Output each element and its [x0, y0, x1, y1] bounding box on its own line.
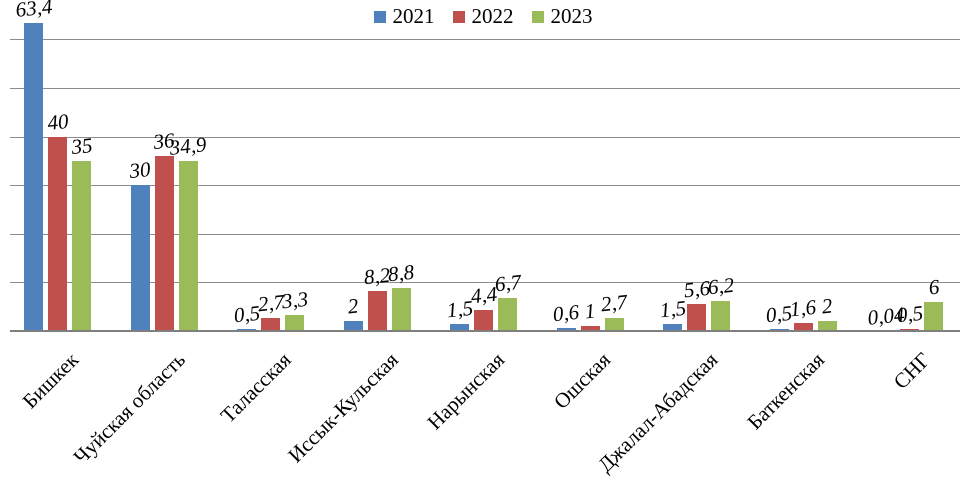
- value-label-2021-Нарынская: 1,5: [445, 295, 474, 323]
- category-label-Нарынская: Нарынская: [422, 347, 510, 435]
- legend-swatch-2021: [373, 10, 386, 23]
- x-axis-line: [10, 330, 960, 332]
- bar-2021-Таласская: [237, 328, 256, 331]
- bar-2023-Бишкек: [72, 160, 91, 331]
- bar-2023-Ошская: [604, 317, 624, 331]
- bar-2021-Иссык-Кульская: [343, 321, 363, 331]
- value-label-2022-Ошская: 1: [583, 298, 597, 324]
- value-label-2023-Джалал-Абадская: 6,2: [706, 272, 735, 300]
- bar-2023-Иссык-Кульская: [391, 288, 411, 331]
- gridline-50: [10, 88, 960, 89]
- value-label-2023-Чуйская область: 34,9: [168, 132, 208, 161]
- bar-2022-Таласская: [261, 317, 280, 331]
- category-label-Бишкек: Бишкек: [17, 347, 84, 414]
- bar-2022-Бишкек: [48, 136, 67, 331]
- value-label-2023-Бишкек: 35: [69, 132, 94, 159]
- chart-legend: 2021 2022 2023: [0, 6, 966, 27]
- bar-2021-Баткенская: [769, 328, 789, 331]
- category-label-Баткенская: Баткенская: [741, 347, 829, 435]
- legend-item-2022: 2022: [452, 4, 514, 28]
- bar-2022-Чуйская область: [154, 156, 174, 331]
- value-label-2022-Баткенская: 1,6: [788, 294, 818, 322]
- bar-2023-Баткенская: [817, 321, 837, 331]
- category-label-Таласская: Таласская: [216, 347, 297, 428]
- category-label-Джалал-Абадская: Джалал-Абадская: [592, 347, 723, 477]
- legend-label: 2022: [471, 4, 514, 28]
- bar-2021-Нарынская: [450, 323, 469, 331]
- bar-2022-Иссык-Кульская: [367, 291, 387, 331]
- bar-2021-Бишкек: [24, 22, 43, 331]
- legend-item-2023: 2023: [531, 4, 593, 28]
- category-label-Ошская: Ошская: [549, 347, 616, 414]
- gridline-30: [10, 185, 960, 187]
- bar-2023-Джалал-Абадская: [711, 300, 730, 331]
- bar-2023-СНГ: [924, 301, 943, 331]
- value-label-2022-СНГ: 0,5: [895, 300, 924, 327]
- bar-2022-Ошская: [580, 326, 600, 331]
- legend-swatch-2023: [531, 10, 544, 23]
- gridline-40: [10, 136, 960, 138]
- category-label-Чуйская область: Чуйская область: [68, 347, 190, 469]
- bar-2023-Чуйская область: [178, 161, 198, 331]
- value-label-2023-Ошская: 2,7: [599, 289, 629, 317]
- value-label-2021-Чуйская область: 30: [128, 157, 152, 184]
- bar-2022-Джалал-Абадская: [687, 303, 706, 331]
- value-label-2023-Иссык-Кульская: 8,8: [386, 259, 416, 287]
- gridline-60: [10, 39, 960, 41]
- bar-2023-Нарынская: [498, 298, 517, 331]
- bar-2022-СНГ: [900, 328, 919, 331]
- bar-2021-Джалал-Абадская: [663, 323, 682, 331]
- bar-2023-Таласская: [285, 314, 304, 331]
- legend-label: 2021: [392, 4, 435, 28]
- category-label-Иссык-Кульская: Иссык-Кульская: [282, 347, 403, 468]
- bar-2021-Ошская: [556, 328, 576, 331]
- value-label-2021-Таласская: 0,5: [232, 300, 261, 327]
- gridline-10: [10, 282, 960, 284]
- category-label-СНГ: СНГ: [888, 347, 936, 394]
- value-label-2023-Нарынская: 6,7: [493, 270, 522, 297]
- value-label-2021-Иссык-Кульская: 2: [346, 293, 360, 319]
- value-label-2023-СНГ: 6: [926, 274, 940, 300]
- legend-swatch-2022: [452, 10, 465, 23]
- value-label-2023-Таласская: 3,3: [280, 286, 309, 314]
- gridline-20: [10, 233, 960, 235]
- value-label-2022-Нарынская: 4,4: [469, 281, 498, 308]
- bar-2021-Чуйская область: [130, 185, 150, 331]
- value-label-2023-Баткенская: 2: [820, 293, 834, 319]
- legend-item-2021: 2021: [373, 4, 435, 28]
- bar-2022-Нарынская: [474, 309, 493, 331]
- value-label-2022-Бишкек: 40: [45, 108, 70, 135]
- legend-label: 2023: [550, 4, 593, 28]
- bar-2022-Баткенская: [793, 323, 813, 331]
- value-label-2021-Джалал-Абадская: 1,5: [658, 295, 687, 323]
- value-label-2021-Ошская: 0,6: [551, 299, 581, 327]
